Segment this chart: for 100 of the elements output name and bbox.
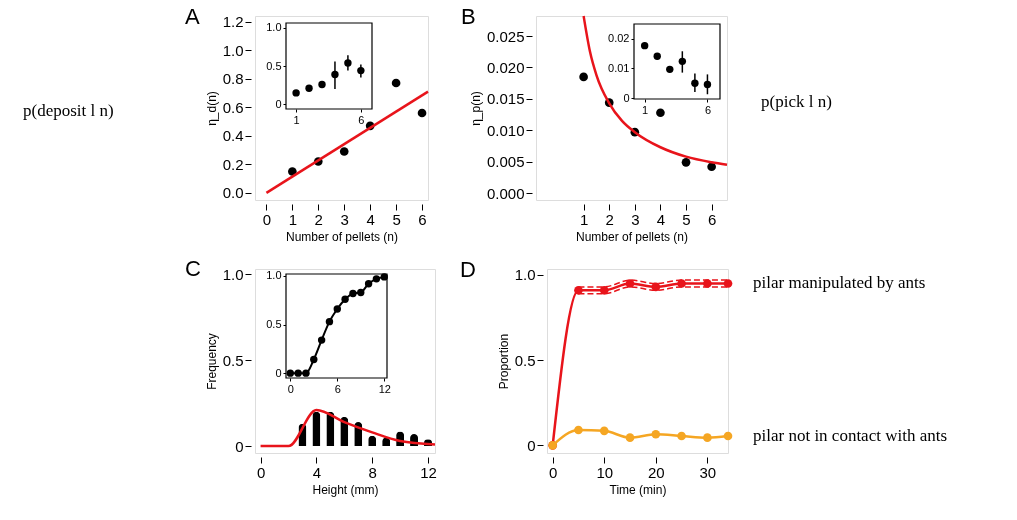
point [344,59,352,67]
x-tick-label: 12 [420,463,437,481]
point [703,80,712,89]
point [292,89,300,97]
point [380,273,388,281]
x-tick-label: 2 [605,210,614,228]
point [317,336,326,344]
point [703,279,712,288]
point [625,279,635,288]
point [318,80,326,89]
x-tick-label: 6 [418,210,427,228]
x-tick-label: 6 [704,103,712,116]
x-tick-label: 6 [707,210,717,228]
series-label: pilar manipulated by ants [753,273,926,293]
point [703,433,712,442]
point [364,280,373,288]
y-tick-label: 0.8 [222,70,244,88]
x-tick-label: 0 [549,463,558,481]
x-tick-label: 20 [647,463,665,481]
point [681,158,691,167]
line-series [286,273,388,377]
point [372,275,381,283]
y-tick-label: 0.5 [266,59,282,72]
series-label: pilar not in contact with ants [753,425,948,445]
y-tick-label: 0.5 [222,351,244,369]
point [310,355,318,364]
chart-title: A [185,3,200,29]
point [357,66,365,75]
y-tick-label: 0.5 [514,351,536,369]
point [286,369,295,377]
point [574,425,583,435]
point [651,429,661,439]
y-axis-title: η_p(n) [468,91,483,126]
y-tick-label: 0.015 [486,90,525,108]
point [357,288,365,297]
x-tick-label: 5 [682,210,691,228]
point [651,282,661,292]
point [574,285,583,295]
point [625,433,635,442]
point [723,279,733,288]
y-tick-label: 0.02 [608,32,630,45]
y-axis-title: Frequency [204,333,219,390]
y-tick-label: 1.0 [222,41,244,59]
x-tick-label: 1 [642,103,649,116]
y-tick-label: 0.010 [486,121,525,139]
point [599,285,609,295]
x-tick-label: 5 [392,210,401,228]
point [678,57,687,66]
point [391,78,401,88]
y-tick-label: 0.6 [222,98,244,116]
x-tick-label: 4 [366,210,375,228]
point [302,369,310,377]
x-tick-label: 3 [340,210,349,228]
x-axis-title: Time (min) [609,482,667,497]
x-tick-label: 8 [368,463,377,481]
x-tick-label: 1 [579,210,589,228]
y-tick-label: 0 [275,366,282,379]
y-tick-label: 0 [527,436,536,454]
point [656,108,665,118]
point [349,289,357,298]
y-tick-label: 0 [623,91,630,104]
y-tick-label: 0.2 [222,155,244,173]
x-tick-label: 6 [334,382,341,395]
x-tick-label: 6 [358,113,365,126]
x-tick-label: 4 [656,210,666,228]
y-tick-label: 0 [235,437,244,455]
x-tick-label: 1 [288,210,298,228]
chart-title: B [461,3,476,29]
y-tick-label: 1.2 [222,13,244,31]
y-tick-label: 0.000 [486,184,525,202]
y-tick-label: 0.4 [222,127,244,145]
y-axis-title: Proportion [496,333,511,390]
y-tick-label: 0.01 [608,61,630,74]
x-axis-title: Number of pellets (n) [575,229,689,244]
point [333,305,341,313]
x-axis-title: Number of pellets (n) [285,229,399,244]
x-tick-label: 3 [631,210,640,228]
point [294,369,302,377]
y-tick-label: 1.0 [266,269,282,282]
x-tick-label: 4 [312,463,322,481]
chart-title: D [460,256,476,282]
x-tick-label: 10 [596,463,614,481]
y-tick-label: 0.025 [486,27,525,45]
chart-title: C [185,256,201,282]
y-tick-label: 0.020 [486,58,525,76]
point [339,147,349,156]
point [331,70,339,79]
x-tick-label: 2 [314,210,323,228]
point [579,72,588,82]
y-tick-label: 1.0 [514,266,536,284]
x-tick-label: 0 [287,382,294,395]
y-tick-label: 0.0 [222,184,244,202]
x-axis-title: Height (mm) [312,482,379,497]
point [325,317,334,326]
point [691,79,699,87]
y-tick-label: 1.0 [222,265,244,283]
text: p(deposit l n) [23,101,114,120]
y-axis-title: η_d(n) [204,91,219,126]
point [677,279,686,288]
point [677,431,686,441]
